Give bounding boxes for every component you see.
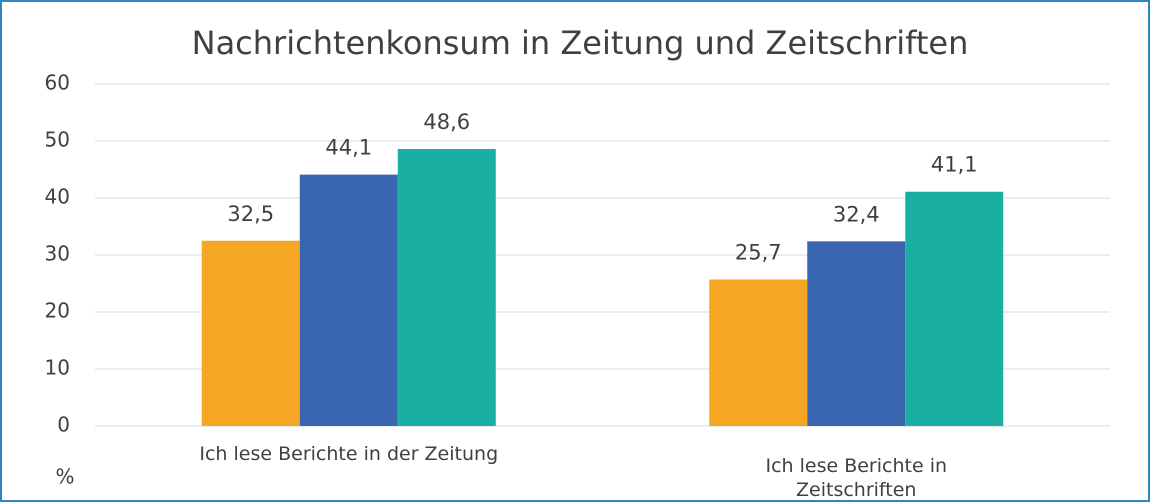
y-tick-label: 40 <box>45 185 70 209</box>
chart-title: Nachrichtenkonsum in Zeitung und Zeitsch… <box>192 24 969 62</box>
x-tick-label: Ich lese Berichte in Zeitschriften <box>765 455 948 500</box>
y-tick-label: 10 <box>45 356 70 380</box>
value-label: 25,7 <box>735 241 782 265</box>
y-tick-label: 20 <box>45 299 70 323</box>
value-label: 32,4 <box>833 202 880 226</box>
value-label: 32,5 <box>227 202 274 226</box>
bar <box>709 279 808 426</box>
y-tick-label: 30 <box>45 242 70 266</box>
bar <box>807 241 906 426</box>
y-tick-label: 60 <box>45 71 70 95</box>
bar <box>905 191 1004 426</box>
x-tick-label-box: Ich lese Berichte in Zeitschriften <box>765 455 948 500</box>
bar <box>397 148 496 427</box>
y-tick-label: 50 <box>45 128 70 152</box>
x-tick-label-box: Ich lese Berichte in der Zeitung <box>199 443 499 465</box>
bar <box>201 240 300 426</box>
y-tick-label: 0 <box>57 413 70 437</box>
x-tick-label: Ich lese Berichte in der Zeitung <box>199 443 499 465</box>
value-label: 48,6 <box>423 110 470 134</box>
bar <box>299 174 398 426</box>
value-label: 44,1 <box>325 136 372 160</box>
y-axis-label: % <box>55 465 74 489</box>
value-label: 41,1 <box>931 153 978 177</box>
